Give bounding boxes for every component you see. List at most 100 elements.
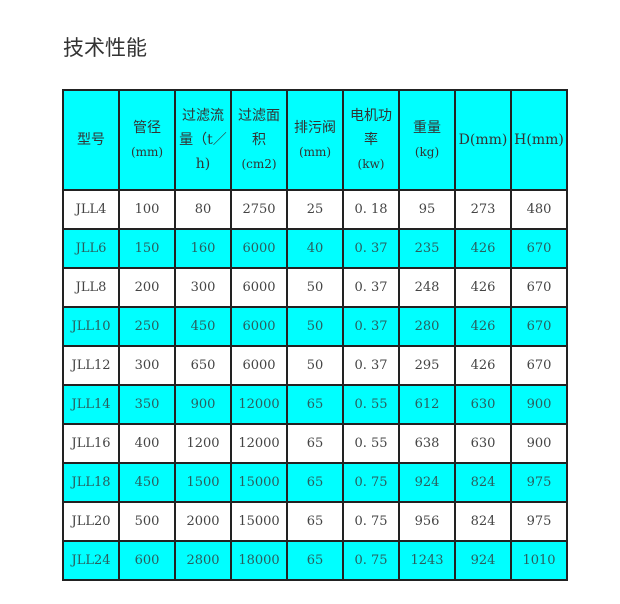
table-cell: 0. 37 bbox=[342, 228, 400, 269]
table-cell: 50 bbox=[286, 267, 344, 308]
table-cell: 426 bbox=[454, 267, 512, 308]
table-row: JLL6 150 160 6000 40 0. 37 235 426 670 bbox=[62, 228, 568, 269]
table-cell: 80 bbox=[174, 189, 232, 230]
column-header: 过滤面积 (cm2) bbox=[230, 89, 288, 191]
table-cell: 1200 bbox=[174, 423, 232, 464]
table-cell: 65 bbox=[286, 423, 344, 464]
column-header-line: H(mm) bbox=[514, 132, 564, 148]
column-header: 管径 (mm) bbox=[118, 89, 176, 191]
table-cell: 670 bbox=[510, 345, 568, 386]
table-cell: 6000 bbox=[230, 228, 288, 269]
table-cell: 600 bbox=[118, 540, 176, 581]
table-row: JLL20 500 2000 15000 65 0. 75 956 824 975 bbox=[62, 501, 568, 542]
column-header-line: 排污阀 bbox=[294, 120, 336, 136]
table-cell: 65 bbox=[286, 462, 344, 503]
table-cell: 25 bbox=[286, 189, 344, 230]
table-cell: 250 bbox=[118, 306, 176, 347]
table-cell: 2800 bbox=[174, 540, 232, 581]
table-row: JLL24 600 2800 18000 65 0. 75 1243 924 1010 bbox=[62, 540, 568, 581]
table-cell: JLL12 bbox=[62, 345, 120, 386]
table-cell: 0. 55 bbox=[342, 384, 400, 425]
column-header: 排污阀 (mm) bbox=[286, 89, 344, 191]
table-row: JLL18 450 1500 15000 65 0. 75 924 824 975 bbox=[62, 462, 568, 503]
table-cell: 924 bbox=[454, 540, 512, 581]
column-header-line: 量（t／ bbox=[179, 132, 227, 148]
table-cell: 1500 bbox=[174, 462, 232, 503]
table-cell: 0. 75 bbox=[342, 501, 400, 542]
table-cell: 95 bbox=[398, 189, 456, 230]
table-cell: 6000 bbox=[230, 345, 288, 386]
table-cell: 670 bbox=[510, 306, 568, 347]
table-cell: JLL18 bbox=[62, 462, 120, 503]
table-cell: 12000 bbox=[230, 384, 288, 425]
table-cell: 480 bbox=[510, 189, 568, 230]
table-cell: 0. 75 bbox=[342, 540, 400, 581]
column-header-line: (mm) bbox=[298, 145, 332, 159]
table-cell: 612 bbox=[398, 384, 456, 425]
table-cell: 638 bbox=[398, 423, 456, 464]
table-cell: 295 bbox=[398, 345, 456, 386]
column-header: 过滤流 量（t／ h) bbox=[174, 89, 232, 191]
table-cell: JLL10 bbox=[62, 306, 120, 347]
table-cell: 630 bbox=[454, 384, 512, 425]
table-cell: 0. 55 bbox=[342, 423, 400, 464]
table-row: JLL14 350 900 12000 65 0. 55 612 630 900 bbox=[62, 384, 568, 425]
table-row: JLL10 250 450 6000 50 0. 37 280 426 670 bbox=[62, 306, 568, 347]
column-header-line: 率 bbox=[364, 132, 378, 148]
column-header-line: (mm) bbox=[130, 145, 164, 159]
column-header: 电机功率 (kw) bbox=[342, 89, 400, 191]
table-cell: 248 bbox=[398, 267, 456, 308]
table-cell: 6000 bbox=[230, 267, 288, 308]
specs-table: 型号 管径 (mm) 过滤流 量（t／ h) 过滤面积 (cm2) 排污阀 (mm) 电机功率 (kw… bbox=[62, 89, 568, 581]
column-header-line: 过滤流 bbox=[182, 108, 224, 124]
column-header-line: 积 bbox=[252, 132, 266, 148]
table-cell: 300 bbox=[174, 267, 232, 308]
table-cell: 824 bbox=[454, 501, 512, 542]
table-cell: 450 bbox=[118, 462, 176, 503]
table-cell: 65 bbox=[286, 501, 344, 542]
table-cell: JLL6 bbox=[62, 228, 120, 269]
column-header: 重量 (kg) bbox=[398, 89, 456, 191]
page-title: 技术性能 bbox=[63, 36, 147, 60]
table-cell: JLL8 bbox=[62, 267, 120, 308]
table-cell: JLL4 bbox=[62, 189, 120, 230]
table-cell: 280 bbox=[398, 306, 456, 347]
column-header-line: 电机功 bbox=[350, 108, 392, 124]
column-header-line: 型号 bbox=[77, 132, 105, 148]
table-cell: 975 bbox=[510, 462, 568, 503]
table-cell: 18000 bbox=[230, 540, 288, 581]
table-cell: 426 bbox=[454, 228, 512, 269]
table-cell: 924 bbox=[398, 462, 456, 503]
table-cell: 0. 18 bbox=[342, 189, 400, 230]
table-cell: 50 bbox=[286, 306, 344, 347]
column-header-line: (kw) bbox=[357, 157, 385, 171]
column-header-line: (kg) bbox=[414, 145, 440, 159]
table-cell: 670 bbox=[510, 228, 568, 269]
column-header-line: 管径 bbox=[133, 120, 161, 136]
table-cell: 300 bbox=[118, 345, 176, 386]
column-header-line: 过滤面 bbox=[238, 108, 280, 124]
column-header-line: D(mm) bbox=[458, 132, 508, 148]
column-header-line: (cm2) bbox=[241, 157, 277, 171]
table-row: JLL8 200 300 6000 50 0. 37 248 426 670 bbox=[62, 267, 568, 308]
table-cell: 235 bbox=[398, 228, 456, 269]
table-cell: 956 bbox=[398, 501, 456, 542]
table-cell: 2000 bbox=[174, 501, 232, 542]
table-header-row: 型号 管径 (mm) 过滤流 量（t／ h) 过滤面积 (cm2) 排污阀 (mm) 电机功率 (kw… bbox=[62, 89, 568, 191]
table-cell: 350 bbox=[118, 384, 176, 425]
table-cell: JLL24 bbox=[62, 540, 120, 581]
table-cell: 500 bbox=[118, 501, 176, 542]
table-row: JLL4 100 80 2750 25 0. 18 95 273 480 bbox=[62, 189, 568, 230]
table-cell: 12000 bbox=[230, 423, 288, 464]
table-cell: 0. 75 bbox=[342, 462, 400, 503]
table-cell: 273 bbox=[454, 189, 512, 230]
table-cell: 900 bbox=[510, 423, 568, 464]
table-cell: JLL16 bbox=[62, 423, 120, 464]
table-cell: 50 bbox=[286, 345, 344, 386]
table-cell: 15000 bbox=[230, 501, 288, 542]
table-cell: 426 bbox=[454, 345, 512, 386]
table-cell: 900 bbox=[510, 384, 568, 425]
table-cell: 160 bbox=[174, 228, 232, 269]
table-cell: 15000 bbox=[230, 462, 288, 503]
table-cell: 0. 37 bbox=[342, 267, 400, 308]
